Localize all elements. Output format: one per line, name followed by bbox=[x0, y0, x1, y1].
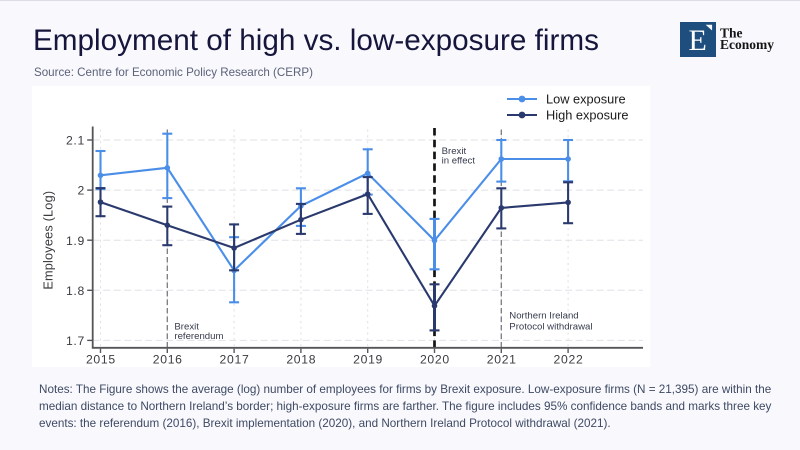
svg-text:2021: 2021 bbox=[487, 352, 517, 366]
svg-text:2016: 2016 bbox=[153, 352, 183, 366]
svg-text:The: The bbox=[720, 26, 743, 41]
svg-text:referendum: referendum bbox=[174, 331, 223, 342]
svg-text:1.8: 1.8 bbox=[66, 284, 85, 298]
svg-text:1.7: 1.7 bbox=[66, 334, 85, 348]
svg-text:High exposure: High exposure bbox=[546, 108, 629, 123]
svg-text:Employees (Log): Employees (Log) bbox=[42, 191, 56, 290]
svg-text:1.9: 1.9 bbox=[66, 234, 85, 248]
svg-text:Low exposure: Low exposure bbox=[546, 92, 626, 107]
svg-text:Brexit: Brexit bbox=[442, 146, 467, 157]
svg-text:E: E bbox=[689, 24, 707, 57]
svg-text:2017: 2017 bbox=[220, 352, 250, 366]
svg-text:Economy: Economy bbox=[720, 37, 774, 52]
svg-text:2019: 2019 bbox=[353, 352, 383, 366]
svg-text:2022: 2022 bbox=[554, 352, 584, 366]
svg-text:2018: 2018 bbox=[286, 352, 316, 366]
svg-text:2020: 2020 bbox=[420, 352, 450, 366]
svg-text:in effect: in effect bbox=[442, 155, 476, 166]
svg-text:Northern Ireland: Northern Ireland bbox=[509, 310, 578, 321]
svg-text:2: 2 bbox=[78, 184, 85, 198]
svg-text:Protocol withdrawal: Protocol withdrawal bbox=[509, 322, 592, 333]
svg-text:2015: 2015 bbox=[86, 352, 116, 366]
svg-text:2.1: 2.1 bbox=[66, 134, 85, 148]
svg-text:Brexit: Brexit bbox=[174, 321, 199, 332]
